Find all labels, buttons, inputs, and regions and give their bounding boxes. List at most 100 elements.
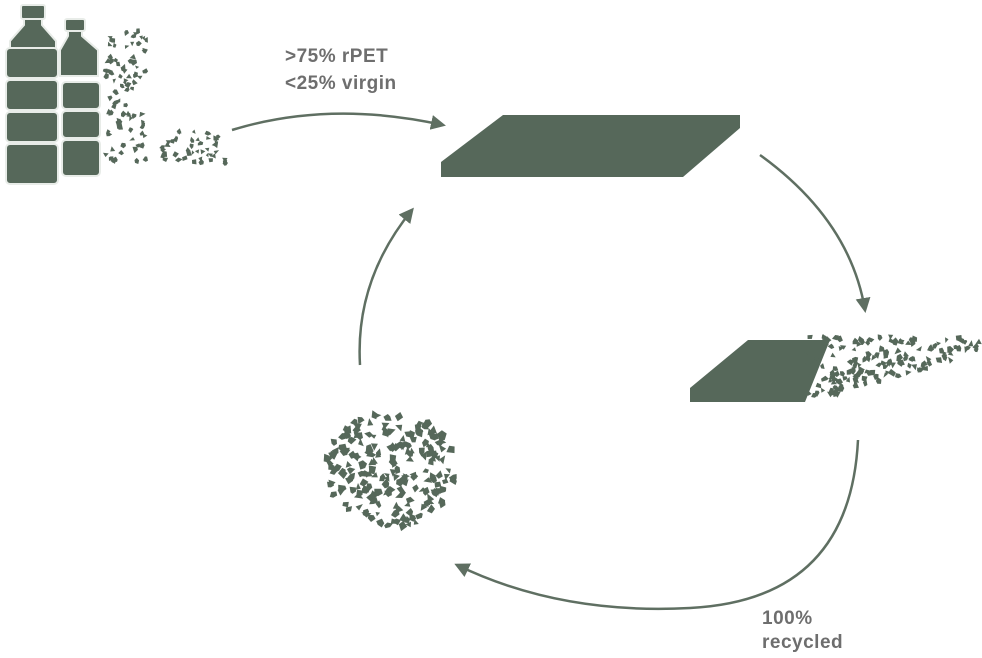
flake bbox=[822, 334, 827, 341]
flake bbox=[410, 472, 419, 481]
flake bbox=[328, 463, 335, 471]
flake bbox=[911, 364, 917, 371]
flake bbox=[362, 508, 370, 518]
flake bbox=[142, 68, 149, 74]
flake bbox=[975, 338, 982, 345]
flake bbox=[880, 360, 887, 366]
flake bbox=[345, 506, 353, 512]
flake bbox=[851, 347, 857, 352]
flake bbox=[367, 514, 376, 522]
flake bbox=[892, 337, 899, 346]
flake bbox=[345, 461, 352, 468]
bottles bbox=[5, 4, 101, 185]
flake bbox=[438, 444, 447, 453]
flake bbox=[853, 377, 859, 383]
flake bbox=[368, 465, 377, 475]
flake bbox=[353, 433, 360, 439]
flake bbox=[915, 346, 922, 352]
flake bbox=[388, 458, 397, 465]
flake bbox=[428, 460, 434, 466]
flake bbox=[200, 149, 206, 155]
flake bbox=[347, 437, 357, 445]
flake bbox=[211, 142, 217, 147]
flake bbox=[208, 158, 213, 163]
flake bbox=[406, 449, 414, 458]
flake bbox=[415, 512, 423, 520]
flake bbox=[161, 150, 168, 157]
flake bbox=[439, 499, 446, 509]
flake bbox=[361, 485, 369, 494]
flake bbox=[422, 500, 429, 507]
flake bbox=[433, 487, 440, 495]
flake bbox=[941, 353, 948, 362]
flake bbox=[182, 155, 188, 161]
flake bbox=[804, 370, 810, 377]
flake bbox=[398, 521, 408, 532]
flake bbox=[907, 362, 912, 369]
flake bbox=[852, 362, 858, 369]
flake bbox=[121, 110, 127, 118]
flake bbox=[107, 36, 113, 40]
flake bbox=[185, 147, 191, 153]
flake bbox=[128, 127, 134, 133]
flake bbox=[404, 516, 411, 524]
flake bbox=[445, 468, 451, 474]
flake bbox=[879, 345, 885, 352]
flake bbox=[135, 40, 142, 47]
flake bbox=[120, 83, 125, 89]
flake bbox=[358, 438, 364, 447]
flake bbox=[348, 450, 358, 459]
flake bbox=[420, 503, 428, 511]
flake bbox=[198, 156, 203, 163]
flake bbox=[908, 337, 916, 345]
flake bbox=[367, 418, 374, 426]
flake bbox=[414, 427, 424, 436]
flake bbox=[113, 57, 118, 63]
flake bbox=[350, 418, 358, 426]
flake bbox=[197, 141, 204, 146]
flake bbox=[404, 501, 411, 507]
flake bbox=[820, 363, 825, 369]
flake bbox=[352, 424, 361, 434]
flake bbox=[115, 118, 123, 126]
flake bbox=[111, 158, 116, 163]
flake bbox=[375, 450, 381, 458]
flake bbox=[392, 501, 400, 509]
flake bbox=[381, 424, 388, 433]
flake bbox=[141, 35, 146, 41]
flake bbox=[132, 146, 138, 154]
flake bbox=[396, 486, 406, 493]
flake bbox=[190, 136, 195, 143]
flake bbox=[103, 72, 109, 80]
flake bbox=[435, 470, 443, 479]
flake bbox=[356, 453, 362, 460]
flake bbox=[859, 368, 865, 375]
flake bbox=[195, 137, 200, 142]
flake bbox=[361, 470, 370, 477]
flake bbox=[842, 376, 848, 381]
flake bbox=[816, 359, 822, 364]
flake bbox=[882, 364, 888, 369]
flake bbox=[802, 352, 808, 358]
flake bbox=[875, 362, 883, 368]
flake bbox=[116, 98, 121, 103]
flake bbox=[381, 478, 390, 489]
flake bbox=[349, 486, 356, 494]
flake bbox=[192, 159, 197, 165]
flake bbox=[409, 436, 417, 443]
flake bbox=[375, 500, 382, 509]
flake bbox=[874, 352, 880, 359]
flake bbox=[124, 87, 130, 92]
flake bbox=[439, 455, 446, 465]
flake bbox=[139, 111, 146, 118]
flake bbox=[807, 334, 813, 339]
flake bbox=[214, 140, 219, 146]
flake bbox=[374, 488, 383, 497]
flake bbox=[865, 351, 872, 358]
flake bbox=[108, 70, 115, 76]
flake bbox=[419, 449, 425, 457]
flake bbox=[330, 438, 337, 446]
flake bbox=[116, 61, 121, 67]
flake bbox=[175, 157, 183, 163]
flake bbox=[216, 134, 221, 140]
